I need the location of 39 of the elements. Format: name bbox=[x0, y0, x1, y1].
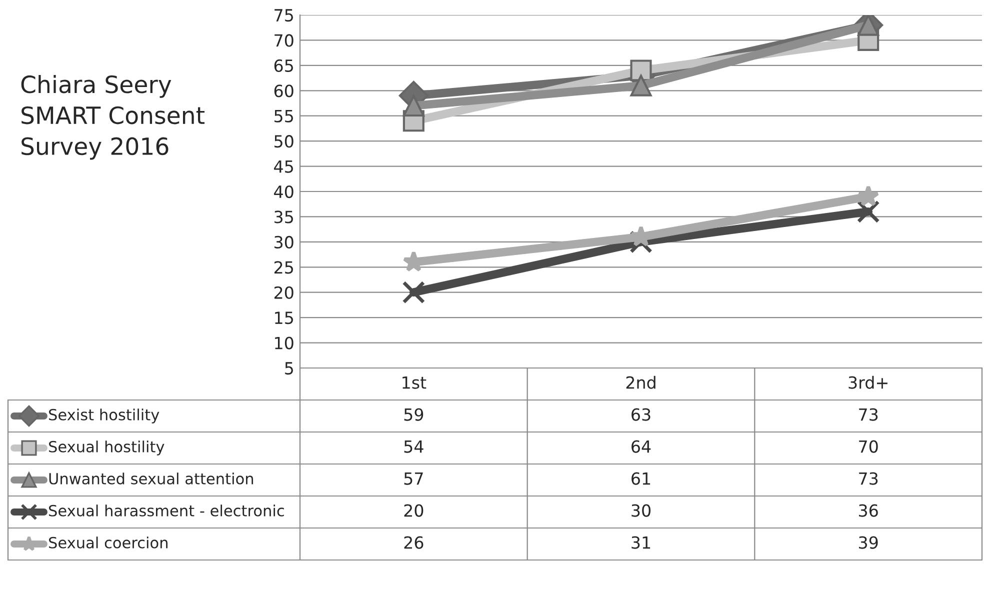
y-tick-label: 55 bbox=[274, 110, 293, 122]
data-label: 39 bbox=[859, 536, 878, 549]
legend-label: Sexual harassment - electronic bbox=[49, 504, 284, 516]
y-tick-label: 60 bbox=[274, 84, 294, 98]
y-tick-label: 45 bbox=[274, 160, 293, 173]
data-label: 73 bbox=[859, 472, 878, 485]
y-tick-label: 70 bbox=[274, 34, 294, 47]
y-tick-label: 35 bbox=[274, 210, 293, 224]
data-label: 63 bbox=[632, 408, 650, 421]
data-label: 26 bbox=[404, 536, 424, 549]
y-tick-label: 25 bbox=[274, 261, 293, 274]
data-label: 59 bbox=[404, 408, 424, 421]
y-tick-label: 15 bbox=[275, 312, 293, 324]
data-label: 70 bbox=[859, 440, 878, 453]
y-tick-label: 50 bbox=[274, 135, 294, 148]
data-label: 64 bbox=[632, 440, 651, 453]
data-label: 57 bbox=[404, 472, 423, 485]
x-tick-label: 1st bbox=[402, 376, 426, 389]
x-tick-label: 3rd+ bbox=[848, 376, 888, 389]
y-tick-label: 10 bbox=[275, 336, 294, 350]
y-tick-label: 30 bbox=[274, 236, 294, 248]
y-tick-label: 75 bbox=[274, 9, 293, 22]
y-tick-label: 5 bbox=[285, 362, 293, 375]
data-label: 31 bbox=[632, 536, 650, 549]
data-label: 73 bbox=[859, 408, 878, 421]
data-label: 20 bbox=[404, 504, 424, 517]
y-tick-label: 40 bbox=[274, 185, 294, 198]
x-tick-label: 2nd bbox=[626, 376, 656, 389]
data-label: 36 bbox=[859, 504, 878, 517]
legend-label: Sexual hostility bbox=[49, 440, 164, 456]
data-label: 61 bbox=[632, 472, 650, 485]
data-label: 54 bbox=[404, 440, 424, 453]
legend-label: Sexual coercion bbox=[49, 536, 168, 548]
y-tick-label: 65 bbox=[274, 59, 293, 72]
legend-label: Unwanted sexual attention bbox=[49, 472, 254, 484]
legend-label: Sexist hostility bbox=[49, 408, 160, 424]
y-tick-label: 20 bbox=[274, 286, 294, 299]
text: Chiara Seery SMART Consent Survey 2016 bbox=[21, 75, 205, 160]
data-label: 30 bbox=[632, 504, 650, 517]
